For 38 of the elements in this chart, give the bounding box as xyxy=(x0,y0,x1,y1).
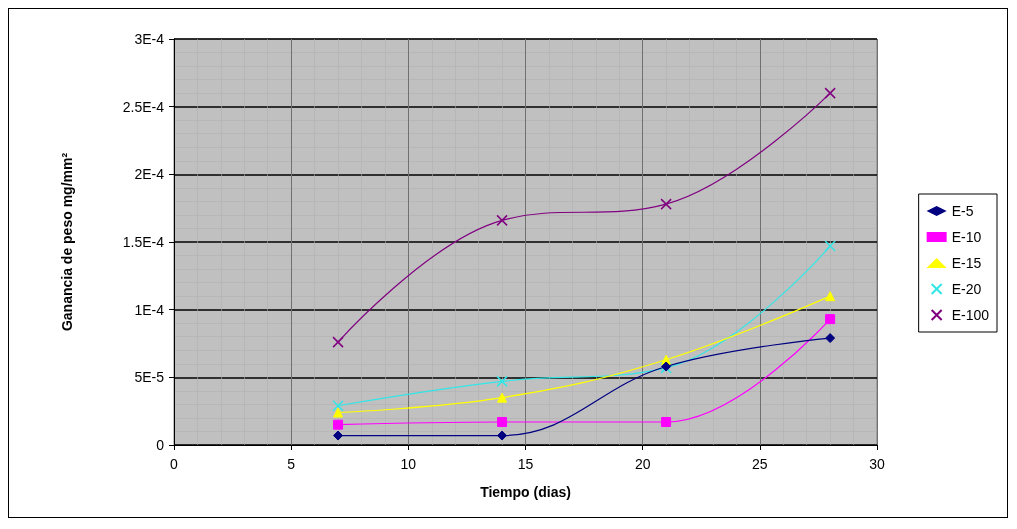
point xyxy=(825,333,836,344)
legend-label: E-20 xyxy=(951,281,982,297)
x-tick-label: 30 xyxy=(869,456,885,472)
x-tick-label: 15 xyxy=(517,456,534,472)
y-tick-label: 3E-4 xyxy=(134,31,165,47)
x-tick-label: 25 xyxy=(752,456,768,472)
x-tick-label: 0 xyxy=(170,456,179,472)
point xyxy=(497,430,508,441)
legend-label: E-100 xyxy=(951,307,990,323)
point xyxy=(333,407,344,418)
point xyxy=(496,375,508,388)
y-tick-label: 2E-4 xyxy=(134,166,165,183)
legend-label: E-5 xyxy=(951,203,974,219)
legend-label: E-10 xyxy=(951,229,982,245)
point xyxy=(824,240,836,252)
y-axis-title: Ganancia de peso mg/mm² xyxy=(59,152,75,332)
x-tick-label: 20 xyxy=(634,456,651,472)
point xyxy=(825,314,836,325)
point xyxy=(332,400,344,412)
point xyxy=(497,416,508,427)
y-tick-label: 5E-5 xyxy=(134,369,165,386)
legend-label: E-15 xyxy=(951,255,982,271)
x-axis-title: Tiempo (dias) xyxy=(480,484,571,500)
point xyxy=(824,87,836,99)
point xyxy=(496,214,508,227)
y-tick-label: 1E-4 xyxy=(134,301,165,318)
point xyxy=(333,419,344,430)
y-tick-label: 1.5E-4 xyxy=(122,234,165,250)
point xyxy=(332,336,344,348)
y-tick-label: 2.5E-4 xyxy=(122,98,165,115)
y-tick-label: 0 xyxy=(156,437,165,453)
x-tick-label: 5 xyxy=(287,456,296,472)
point xyxy=(825,291,836,302)
point xyxy=(497,392,508,403)
x-tick-label: 10 xyxy=(400,456,417,472)
point xyxy=(660,198,672,210)
point xyxy=(333,430,344,441)
point xyxy=(661,416,672,427)
